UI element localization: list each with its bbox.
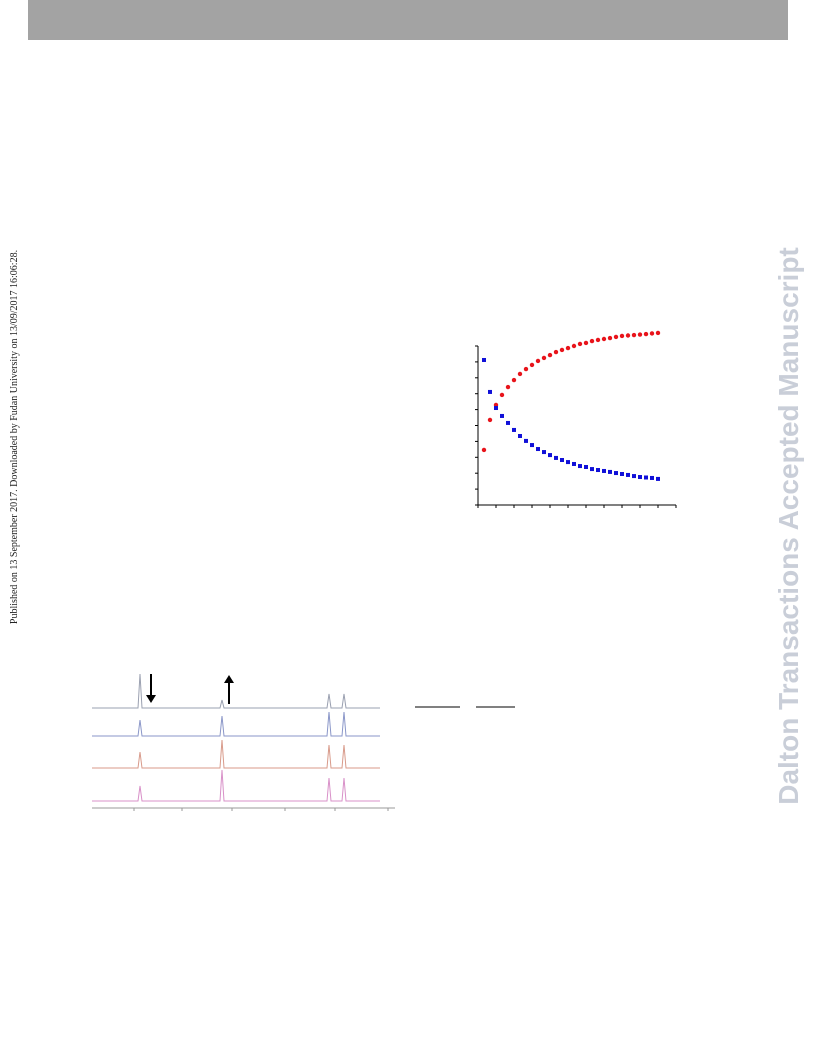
point — [541, 355, 547, 361]
point — [554, 455, 558, 460]
point — [601, 336, 607, 342]
point — [631, 332, 637, 338]
point — [547, 352, 553, 358]
point — [560, 458, 564, 463]
point — [590, 467, 594, 472]
point — [608, 469, 612, 474]
point — [542, 450, 546, 455]
point — [620, 471, 624, 476]
point — [511, 377, 517, 383]
point — [566, 460, 570, 465]
point — [632, 474, 636, 479]
point — [487, 417, 493, 423]
point — [589, 338, 595, 344]
point — [553, 349, 559, 355]
point — [656, 476, 660, 481]
point — [572, 461, 576, 466]
point — [571, 343, 577, 349]
point — [565, 345, 571, 351]
point — [649, 331, 655, 336]
point — [482, 357, 486, 362]
point — [614, 471, 618, 476]
point — [494, 406, 498, 411]
point — [625, 333, 631, 338]
point — [638, 475, 642, 480]
point — [577, 341, 583, 347]
point — [500, 413, 504, 418]
watermark: Dalton Transactions Accepted Manuscript — [773, 247, 804, 805]
header-bar — [28, 0, 788, 40]
point — [548, 453, 552, 458]
point — [536, 447, 540, 452]
point — [512, 427, 516, 432]
point — [584, 464, 588, 469]
point — [613, 334, 619, 340]
point — [506, 420, 510, 425]
point — [655, 330, 661, 336]
point — [559, 347, 565, 353]
point — [523, 366, 529, 372]
point — [643, 331, 649, 337]
point — [637, 332, 643, 337]
point — [619, 333, 625, 339]
point — [481, 447, 487, 453]
point — [499, 392, 505, 398]
point — [517, 371, 523, 377]
point — [578, 464, 582, 469]
point — [626, 472, 630, 477]
point — [583, 340, 589, 346]
point — [607, 335, 613, 341]
nmr-figure — [92, 673, 515, 811]
point — [518, 433, 522, 438]
point — [505, 384, 511, 390]
point — [524, 438, 528, 443]
point — [650, 475, 654, 480]
point — [596, 468, 600, 473]
point — [602, 468, 606, 473]
point — [529, 362, 535, 368]
point — [595, 337, 601, 343]
point — [644, 475, 648, 480]
point — [488, 389, 492, 394]
side-note: Published on 13 September 2017. Download… — [9, 250, 20, 624]
point — [530, 443, 534, 448]
point — [535, 358, 541, 364]
